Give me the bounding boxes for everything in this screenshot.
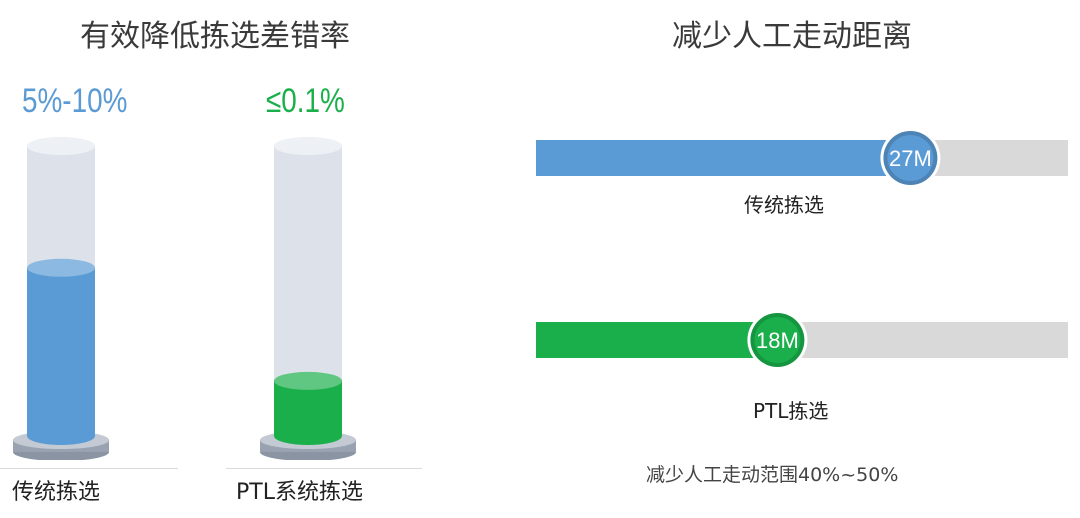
tube-glass-top (274, 137, 342, 155)
left-baseline-2 (226, 468, 422, 469)
traditional-tube (13, 137, 109, 460)
traditional-category-label: 传统拣选 (12, 480, 101, 505)
ptl-error-rate-label: ≤0.1% (266, 82, 345, 120)
tube-fill-surface (274, 371, 342, 390)
traditional-distance-bar: 27M (536, 128, 1068, 188)
tube-fill-bottom (274, 427, 342, 445)
ptl-distance-bar: 18M (536, 310, 1068, 370)
reduction-footnote: 减少人工走动范围40%~50% (646, 464, 899, 486)
left-baseline-1 (0, 468, 178, 469)
distance-marker-inner (754, 317, 801, 363)
tube-glass-top (27, 137, 95, 155)
distance-fill (536, 140, 909, 176)
tube-fill-bottom (27, 427, 95, 445)
traditional-error-rate-label: 5%-10% (22, 82, 128, 120)
ptl-category-label: PTL系统拣选 (236, 480, 363, 505)
tube-fill (27, 267, 95, 436)
left-chart-title: 有效降低拣选差错率 (80, 19, 350, 54)
ptl-tube (260, 137, 356, 460)
distance-value-label: 27M (889, 146, 932, 171)
tube-fill (274, 380, 342, 436)
tube-fill-surface (27, 258, 95, 277)
distance-fill (536, 322, 776, 358)
distance-marker-inner (887, 135, 934, 181)
traditional-distance-label: 传统拣选 (744, 193, 824, 217)
ptl-distance-label: PTL拣选 (753, 399, 829, 423)
error-rate-tubes (13, 137, 356, 460)
right-chart-title: 减少人工走动距离 (672, 19, 912, 54)
distance-value-label: 18M (756, 328, 799, 353)
